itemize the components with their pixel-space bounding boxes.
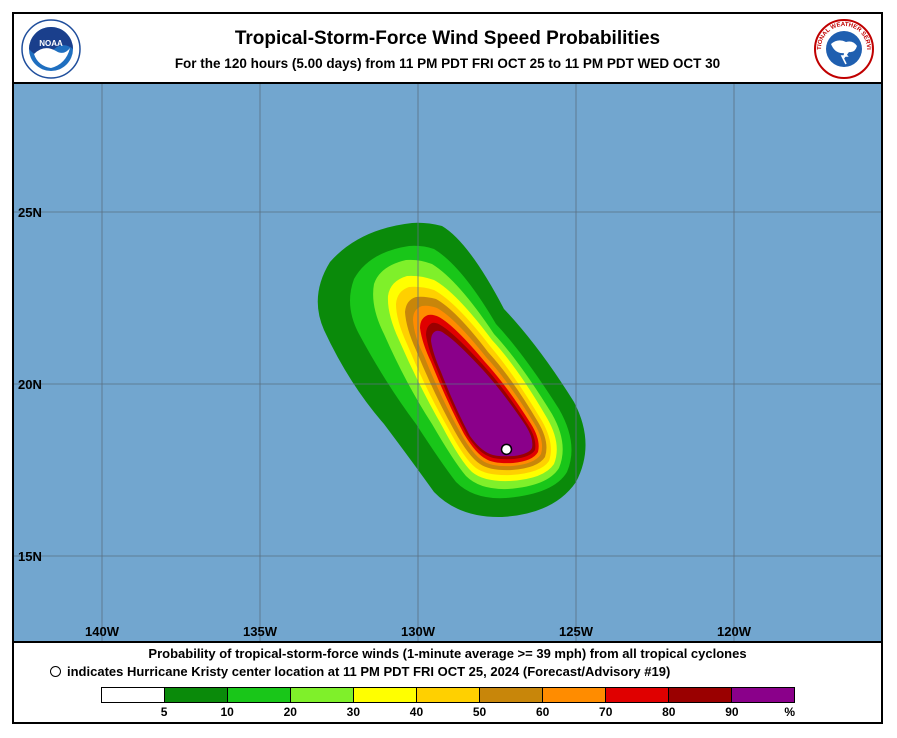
nws-logo: NATIONAL WEATHER SERVICE: [813, 18, 874, 79]
legend-swatch: [543, 688, 606, 702]
probability-map: 140W 135W 130W 125W 120W 25N 20N 15N: [14, 84, 881, 643]
longitude-label: 125W: [559, 624, 594, 639]
figure-frame: NOAA Tropical-Storm-Force Wind Speed Pro…: [12, 12, 883, 724]
caption-center-location: indicates Hurricane Kristy center locati…: [50, 664, 670, 679]
legend-tick-label: 5: [160, 705, 168, 719]
caption-probability: Probability of tropical-storm-force wind…: [148, 646, 747, 661]
header: NOAA Tropical-Storm-Force Wind Speed Pro…: [14, 14, 881, 84]
legend-swatch: [480, 688, 543, 702]
legend-swatch: [228, 688, 291, 702]
legend-tick-label: %: [784, 705, 795, 719]
latitude-label: 25N: [18, 205, 42, 220]
legend-swatch: [354, 688, 417, 702]
legend-labels: 5 10 20 30 40 50 60 70 80 90%: [101, 703, 795, 721]
legend-swatch: [291, 688, 354, 702]
legend-tick-label: 90: [725, 705, 739, 719]
latitude-label: 15N: [18, 549, 42, 564]
legend-tick-label: 20: [283, 705, 297, 719]
center-circle-icon: [50, 666, 61, 677]
storm-center-marker: [500, 443, 513, 456]
axis-labels: 140W 135W 130W 125W 120W 25N 20N 15N: [18, 205, 752, 639]
legend-tick-label: 50: [472, 705, 487, 719]
legend-tick-label: 60: [535, 705, 550, 719]
noaa-logo: NOAA: [21, 19, 81, 79]
legend-bar: [101, 687, 795, 703]
noaa-logo-text: NOAA: [39, 39, 63, 48]
legend-swatch: [732, 688, 794, 702]
page-title: Tropical-Storm-Force Wind Speed Probabil…: [234, 28, 661, 49]
probability-contours: [317, 222, 586, 518]
legend-swatch: [165, 688, 228, 702]
contour-90: [431, 330, 533, 457]
legend-swatch: [606, 688, 669, 702]
legend-swatch: [669, 688, 732, 702]
page-subtitle: For the 120 hours (5.00 days) from 11 PM…: [174, 56, 721, 71]
legend-tick-label: 30: [346, 705, 361, 719]
legend-tick-label: 10: [220, 705, 234, 719]
color-legend: 5 10 20 30 40 50 60 70 80 90%: [101, 687, 795, 723]
legend-tick-label: 70: [599, 705, 613, 719]
longitude-label: 120W: [717, 624, 752, 639]
longitude-label: 130W: [401, 624, 436, 639]
legend-tick-label: 40: [409, 705, 424, 719]
legend-tick-label: 80: [662, 705, 676, 719]
latitude-label: 20N: [18, 377, 42, 392]
map-canvas: 140W 135W 130W 125W 120W 25N 20N 15N: [14, 84, 881, 641]
legend-swatch: [102, 688, 165, 702]
longitude-label: 135W: [243, 624, 278, 639]
footer: Probability of tropical-storm-force wind…: [14, 643, 881, 722]
legend-swatch: [417, 688, 480, 702]
caption-center-text: indicates Hurricane Kristy center locati…: [67, 664, 671, 679]
longitude-label: 140W: [85, 624, 120, 639]
lat-lon-grid: [14, 84, 881, 641]
storm-center-circle: [500, 443, 513, 456]
